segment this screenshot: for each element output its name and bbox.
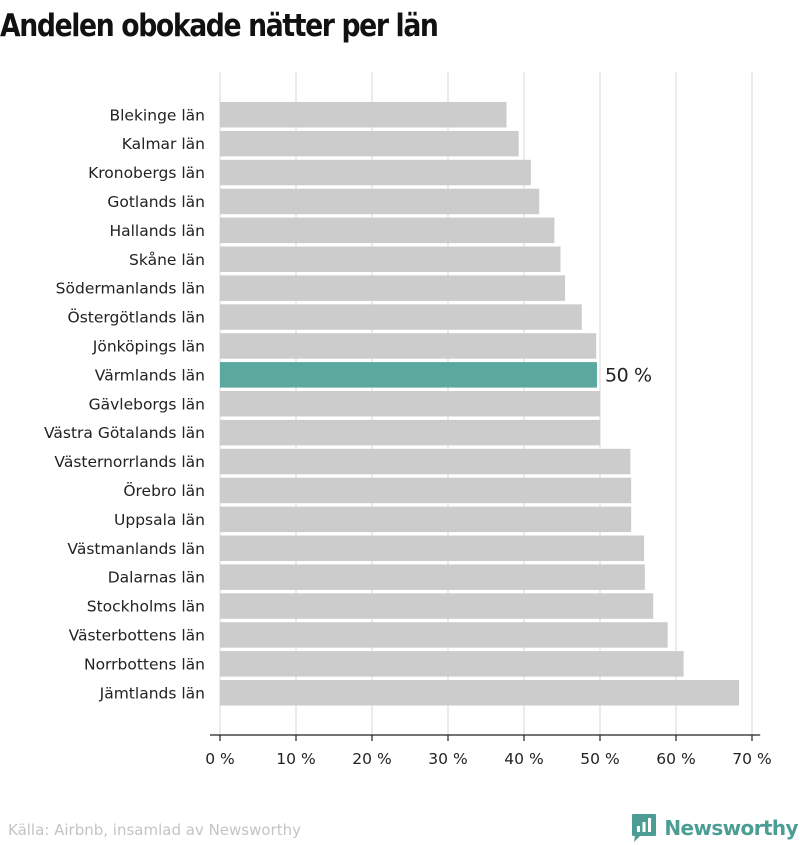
brand-name: Newsworthy [664, 816, 798, 840]
source-note: Källa: Airbnb, insamlad av Newsworthy [8, 821, 301, 839]
x-tick-label: 10 % [276, 750, 315, 768]
bar-highlighted [220, 362, 597, 388]
x-tick-label: 70 % [732, 750, 771, 768]
bar [220, 391, 600, 417]
bar [220, 217, 555, 244]
bar [220, 130, 519, 157]
category-label: Gävleborgs län [89, 395, 205, 413]
bar [220, 102, 507, 128]
x-tick-label: 40 % [504, 750, 543, 768]
bar [220, 419, 600, 446]
x-tick-label: 20 % [352, 750, 391, 768]
x-tick-label: 50 % [580, 750, 619, 768]
bar-chart-speech-bubble-icon [632, 814, 657, 842]
category-label: Dalarnas län [108, 569, 205, 587]
bar [220, 477, 632, 504]
category-label: Västerbottens län [69, 626, 205, 644]
category-label: Värmlands län [95, 366, 205, 384]
category-label: Östergötlands län [68, 308, 206, 327]
x-tick-label: 0 % [205, 750, 235, 768]
bar [220, 159, 531, 186]
brand-logo[interactable]: Newsworthy [631, 813, 799, 843]
bar [220, 304, 582, 330]
category-label: Västernorrlands län [54, 453, 205, 471]
category-label: Västra Götalands län [44, 424, 205, 442]
category-label: Blekinge län [109, 106, 205, 124]
category-label: Gotlands län [107, 193, 205, 211]
category-label: Örebro län [123, 481, 205, 500]
category-label: Södermanlands län [56, 280, 205, 298]
category-labels: Blekinge län Kalmar län Kronobergs län Gotl… [44, 106, 205, 702]
bar [220, 680, 740, 706]
x-axis: 0 % 10 % 20 % 30 % 40 % 50 % 60 % 70 % [205, 734, 772, 768]
highlight-value-label: 50 % [605, 364, 652, 386]
bars [220, 102, 740, 706]
bar [220, 535, 645, 561]
chart-title: Andelen obokade nätter per län [0, 8, 439, 44]
category-label: Norrbottens län [84, 655, 205, 673]
bar [220, 651, 684, 677]
category-label: Hallands län [109, 222, 205, 240]
category-label: Skåne län [129, 251, 205, 269]
bar-chart: Blekinge län Kalmar län Kronobergs län Gotl… [44, 72, 772, 768]
category-label: Kronobergs län [88, 164, 205, 182]
category-label: Stockholms län [87, 598, 205, 616]
bar [220, 246, 561, 272]
annotations: 50 % [605, 364, 652, 386]
category-label: Kalmar län [122, 135, 205, 153]
bar [220, 448, 631, 475]
category-label: Uppsala län [114, 511, 205, 529]
bar [220, 564, 645, 590]
bar [220, 188, 540, 215]
category-label: Västmanlands län [67, 540, 205, 558]
category-label: Jönköpings län [92, 337, 205, 355]
bar [220, 333, 597, 359]
bar [220, 622, 668, 648]
x-tick-label: 60 % [656, 750, 695, 768]
bar [220, 593, 654, 619]
x-tick-label: 30 % [428, 750, 467, 768]
bar [220, 275, 566, 301]
bar [220, 506, 632, 533]
category-label: Jämtlands län [99, 684, 205, 702]
